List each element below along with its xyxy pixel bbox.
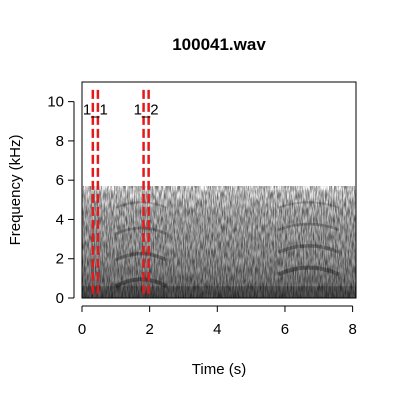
spectrogram-image	[82, 186, 356, 298]
call-harmonic	[277, 222, 340, 232]
y-tick-label: 2	[56, 251, 64, 268]
x-tick-label: 8	[348, 321, 356, 338]
marker-label: 1_2	[134, 101, 159, 118]
y-tick-label: 10	[47, 94, 64, 111]
call-harmonic	[277, 244, 340, 254]
x-tick-label: 0	[78, 321, 86, 338]
low-frequency-band	[82, 286, 356, 298]
plot-frame	[81, 81, 357, 299]
chart-title: 100041.wav	[172, 35, 266, 54]
call-harmonic	[114, 277, 168, 289]
y-axis-label: Frequency (kHz)	[7, 135, 24, 246]
call-harmonic	[115, 251, 168, 262]
x-tick-label: 2	[145, 321, 153, 338]
call-harmonic	[277, 201, 340, 209]
y-tick-label: 8	[56, 133, 64, 150]
y-axis: 0 2 4 6 8 10	[47, 94, 75, 307]
x-tick-label: 6	[281, 321, 289, 338]
y-tick-label: 4	[56, 211, 64, 228]
call-harmonic	[277, 265, 340, 277]
y-tick-label: 0	[56, 290, 64, 307]
call-harmonic	[115, 201, 168, 209]
marker-label: 1_1	[83, 101, 108, 118]
selection-markers: 1_1 1_2	[83, 89, 159, 298]
x-axis: 0 2 4 6 8	[78, 305, 357, 338]
noise-texture	[82, 186, 356, 298]
y-tick-label: 6	[56, 172, 64, 189]
x-tick-label: 4	[213, 321, 221, 338]
call-harmonic	[115, 226, 168, 236]
x-axis-label: Time (s)	[192, 361, 246, 378]
